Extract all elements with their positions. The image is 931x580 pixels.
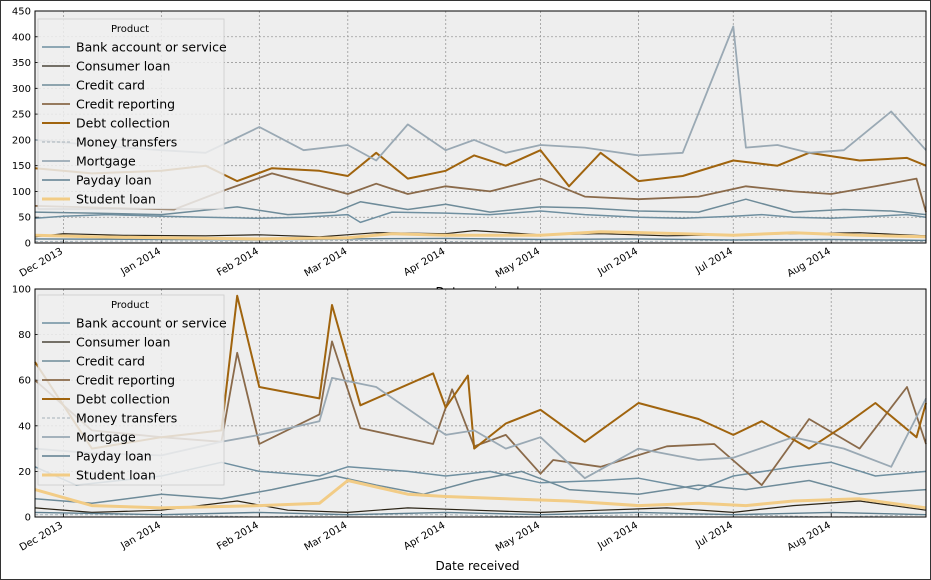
series-line-3: [34, 172, 927, 213]
series-line-6: [34, 25, 927, 162]
x-tick-label: Aug 2014: [786, 246, 833, 280]
x-axis-label: Date received: [436, 559, 520, 573]
series-line-2: [34, 470, 927, 505]
series-line-0: [34, 210, 927, 224]
y-tick-label: 300: [12, 84, 31, 95]
series-line-8: [34, 230, 927, 241]
legend-entry: Mortgage: [76, 154, 136, 169]
y-tick-label: 60: [18, 376, 31, 387]
x-tick-label: Aug 2014: [786, 520, 833, 554]
legend-entry: Money transfers: [76, 411, 177, 426]
x-tick-label: May 2014: [494, 520, 542, 554]
x-tick-label: Apr 2014: [402, 520, 447, 552]
chart-panel-2: 0 20 40 60 80 100 Dec 2013 Jan 2014 Feb 2014 Mar …: [12, 285, 927, 573]
y-tick-label: 150: [12, 161, 31, 172]
legend-entry: Debt collection: [76, 116, 170, 131]
legend-entry: Credit card: [76, 354, 145, 369]
x-tick-label: May 2014: [494, 246, 542, 280]
legend-entry: Mortgage: [76, 430, 136, 445]
x-tick-label: Jun 2014: [595, 246, 640, 278]
legend-entry: Payday loan: [76, 449, 152, 464]
legend-title: Product: [111, 300, 149, 311]
y-tick-label: 80: [18, 330, 31, 341]
legend-entry: Consumer loan: [76, 59, 170, 74]
x-tick-label: Jan 2014: [118, 246, 163, 278]
y-tick-label: 0: [25, 513, 31, 524]
x-tick-label: Jul 2014: [693, 246, 735, 276]
series-line-8: [34, 479, 927, 510]
y-tick-label: 50: [18, 213, 31, 224]
legend-entry: Debt collection: [76, 392, 170, 407]
y-tick-label: 20: [18, 467, 31, 478]
legend-entry: Money transfers: [76, 135, 177, 150]
x-tick-label: Dec 2013: [18, 520, 65, 554]
series-line-5: [35, 514, 927, 518]
legend-entry: Bank account or service: [76, 316, 227, 331]
legend-entry: Credit reporting: [76, 373, 175, 388]
legend-entry: Credit reporting: [76, 97, 175, 112]
x-tick-label: Mar 2014: [303, 246, 350, 279]
y-tick-label: 200: [12, 135, 31, 146]
legend-entry: Student loan: [76, 468, 156, 483]
axes-frame: [34, 288, 927, 518]
y-tick-label: 40: [18, 421, 31, 432]
series-line-5: [34, 239, 927, 243]
legend: Product Bank account or service Consumer l…: [37, 18, 227, 210]
legend-entry: Consumer loan: [76, 335, 170, 350]
series-line-7: [34, 511, 927, 516]
legend-entry: Student loan: [76, 192, 156, 207]
y-tick-label: 100: [12, 187, 31, 198]
series-lines: [34, 25, 927, 243]
legend-title: Product: [111, 24, 149, 35]
x-tick-label: Feb 2014: [215, 246, 261, 279]
series-line-2: [34, 198, 927, 216]
chart-panel-1: 0 50 100 150 200 250 300 350 400 450 Dec 2013 Jan 2…: [12, 7, 927, 280]
series-lines: [34, 294, 927, 518]
series-line-6: [34, 376, 927, 480]
series-line-4: [34, 149, 927, 188]
legend: Product Bank account or service Consumer l…: [37, 294, 227, 486]
y-tick-label: 0: [25, 239, 31, 250]
axes-frame: [34, 10, 927, 244]
legend-entry: Bank account or service: [76, 40, 227, 55]
x-tick-label: Jul 2014: [693, 520, 735, 550]
y-tick-label: 350: [12, 58, 31, 69]
x-tick-label: Feb 2014: [215, 520, 261, 553]
y-tick-label: 450: [12, 7, 31, 18]
legend-box: [37, 294, 225, 486]
y-tick-label: 250: [12, 110, 31, 121]
legend-entry: Payday loan: [76, 173, 152, 188]
x-tick-label: Jan 2014: [118, 520, 163, 552]
x-tick-label: Jun 2014: [595, 520, 640, 552]
legend-box: [37, 18, 225, 210]
x-tick-label: Apr 2014: [402, 246, 447, 278]
y-tick-label: 100: [12, 285, 31, 296]
legend-entry: Credit card: [76, 78, 145, 93]
x-tick-label: Dec 2013: [18, 246, 65, 280]
x-tick-label: Mar 2014: [303, 520, 350, 553]
y-tick-label: 400: [12, 32, 31, 43]
series-line-4: [34, 294, 927, 450]
